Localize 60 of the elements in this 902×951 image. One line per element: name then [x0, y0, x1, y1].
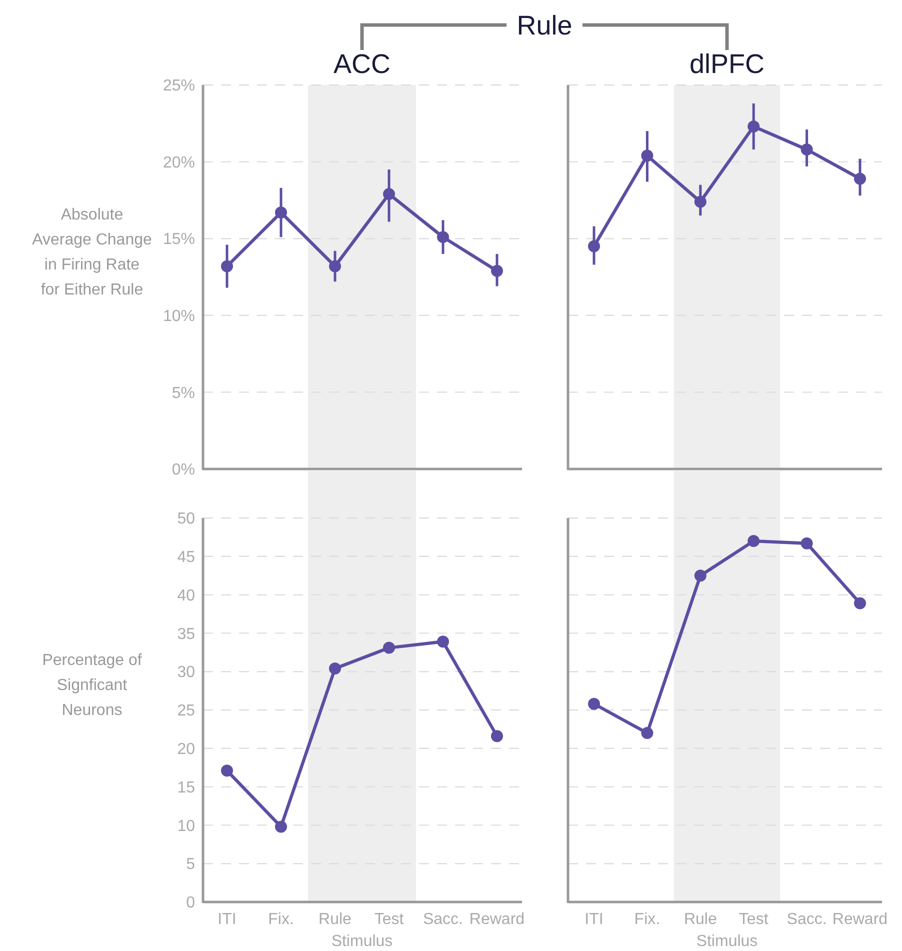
y-tick-label: 50: [177, 510, 196, 528]
y-tick-label: 0%: [172, 462, 195, 479]
y-tick-label: 20: [177, 741, 196, 758]
x-tick-label: ITI: [218, 911, 236, 928]
point: [588, 698, 600, 710]
x-tick-label: Rule: [318, 911, 352, 928]
y-tick-label: 20%: [162, 154, 195, 172]
point: [383, 642, 395, 654]
x-tick-label: Test: [738, 911, 769, 928]
y-axis-title: Percentage of Signficant Neurons: [42, 652, 142, 719]
y-tick-label: 15: [177, 779, 196, 796]
y-tick-label: 0: [186, 894, 196, 912]
y-tick-label: 5%: [172, 384, 195, 402]
y-tick-label: 25: [177, 702, 196, 720]
point: [641, 727, 654, 740]
point: [694, 196, 706, 208]
point: [329, 662, 341, 675]
x-tick-label: Reward: [832, 911, 888, 928]
point: [329, 260, 341, 272]
x-tick-label: Fix.: [634, 911, 660, 928]
point: [854, 172, 866, 185]
point: [437, 231, 449, 244]
x-tick-label: Sacc.: [786, 911, 827, 928]
x-tick-label: ITI: [584, 911, 604, 928]
y-tick-label: 35: [177, 626, 196, 643]
y-tick-label: 15%: [162, 231, 195, 248]
x-tick-label: Rule: [684, 911, 717, 928]
y-axis-title: Absolute Average Change in Firing Rate for Either Rule: [32, 206, 152, 298]
point: [491, 730, 503, 742]
point: [748, 535, 760, 548]
chart-title: dlPFC: [689, 49, 765, 79]
x-tick-label: Reward: [469, 911, 525, 928]
point: [800, 537, 813, 550]
y-tick-label: 40: [177, 587, 196, 604]
point: [221, 260, 233, 272]
point: [694, 570, 706, 582]
y-tick-label: 25%: [162, 78, 195, 95]
y-tick-label: 10: [177, 818, 196, 835]
chart-title: ACC: [333, 49, 391, 79]
point: [383, 188, 395, 200]
point: [491, 264, 503, 277]
y-tick-label: 45: [177, 549, 196, 566]
x-axis-title: Stimulus: [331, 933, 393, 950]
y-tick-label: 30: [177, 664, 196, 682]
point: [437, 636, 449, 648]
y-tick-label: 5: [186, 856, 196, 874]
y-tick-label: 10%: [162, 308, 195, 325]
point: [275, 206, 287, 218]
x-tick-label: Fix.: [268, 911, 294, 928]
x-axis-title: Stimulus: [696, 933, 758, 950]
x-tick-label: Test: [374, 911, 404, 928]
point: [275, 820, 287, 833]
x-tick-label: Sacc.: [422, 911, 464, 928]
point: [854, 597, 866, 610]
point: [748, 120, 760, 132]
point: [588, 240, 600, 252]
point: [221, 764, 233, 777]
text: Rule: [516, 10, 572, 40]
point: [800, 144, 813, 156]
point: [641, 150, 654, 162]
